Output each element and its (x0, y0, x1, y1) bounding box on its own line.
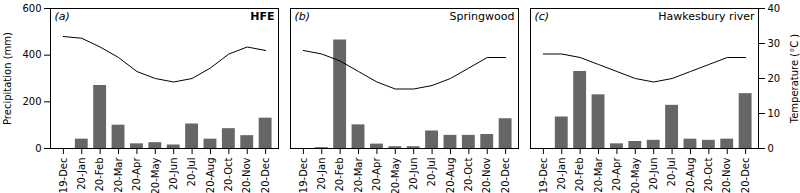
svg-text:400: 400 (22, 49, 41, 60)
svg-text:20-Feb: 20-Feb (334, 158, 345, 192)
svg-text:20-Jul: 20-Jul (666, 158, 677, 187)
svg-text:20-Nov: 20-Nov (241, 157, 252, 193)
svg-text:(a): (a) (55, 10, 70, 23)
svg-text:20-Oct: 20-Oct (703, 157, 714, 191)
svg-text:20-Jun: 20-Jun (168, 158, 179, 191)
svg-text:20-Apr: 20-Apr (611, 157, 622, 191)
svg-text:20-Dec: 20-Dec (260, 158, 271, 193)
svg-text:20-Jan: 20-Jan (556, 158, 567, 190)
svg-text:19-Dec: 19-Dec (298, 158, 309, 193)
svg-text:20-Aug: 20-Aug (685, 158, 696, 193)
svg-text:20-May: 20-May (150, 157, 161, 193)
svg-text:20-Nov: 20-Nov (721, 157, 732, 193)
svg-text:20-Feb: 20-Feb (94, 158, 105, 192)
svg-text:20-Apr: 20-Apr (131, 157, 142, 191)
svg-text:20-Jan: 20-Jan (316, 158, 327, 190)
svg-text:0: 0 (35, 143, 41, 154)
svg-text:(c): (c) (535, 10, 550, 23)
svg-text:20-Oct: 20-Oct (223, 157, 234, 191)
svg-text:600: 600 (22, 3, 41, 14)
svg-text:200: 200 (22, 96, 41, 107)
svg-text:(b): (b) (295, 10, 311, 23)
svg-text:30: 30 (768, 38, 781, 49)
svg-text:Precipitation (mm): Precipitation (mm) (2, 32, 13, 125)
svg-text:20-Dec: 20-Dec (500, 158, 511, 193)
svg-text:20-Jan: 20-Jan (76, 158, 87, 190)
svg-text:20-Mar: 20-Mar (353, 157, 364, 193)
svg-text:20-Jul: 20-Jul (186, 158, 197, 187)
svg-text:20-May: 20-May (630, 157, 641, 193)
svg-text:20-Jun: 20-Jun (408, 158, 419, 191)
svg-text:20-Aug: 20-Aug (445, 158, 456, 193)
svg-text:40: 40 (768, 3, 781, 14)
svg-text:Hawkesbury river: Hawkesbury river (658, 10, 755, 23)
svg-text:20-Dec: 20-Dec (740, 158, 751, 193)
svg-text:Temperature (°C ): Temperature (°C ) (789, 34, 800, 125)
svg-text:20-Mar: 20-Mar (593, 157, 604, 193)
svg-text:0: 0 (768, 143, 774, 154)
svg-text:20-Jun: 20-Jun (648, 158, 659, 191)
svg-text:20-Feb: 20-Feb (574, 158, 585, 192)
svg-text:20-May: 20-May (390, 157, 401, 193)
svg-text:Springwood: Springwood (450, 10, 515, 23)
svg-text:HFE: HFE (250, 10, 274, 23)
svg-text:20-Oct: 20-Oct (463, 157, 474, 191)
svg-text:20-Apr: 20-Apr (371, 157, 382, 191)
svg-text:19-Dec: 19-Dec (58, 158, 69, 193)
svg-text:19-Dec: 19-Dec (538, 158, 549, 193)
svg-text:20-Aug: 20-Aug (205, 158, 216, 193)
svg-text:10: 10 (768, 108, 781, 119)
svg-text:20-Nov: 20-Nov (481, 157, 492, 193)
svg-text:20-Mar: 20-Mar (113, 157, 124, 193)
svg-text:20: 20 (768, 73, 781, 84)
svg-text:20-Jul: 20-Jul (426, 158, 437, 187)
